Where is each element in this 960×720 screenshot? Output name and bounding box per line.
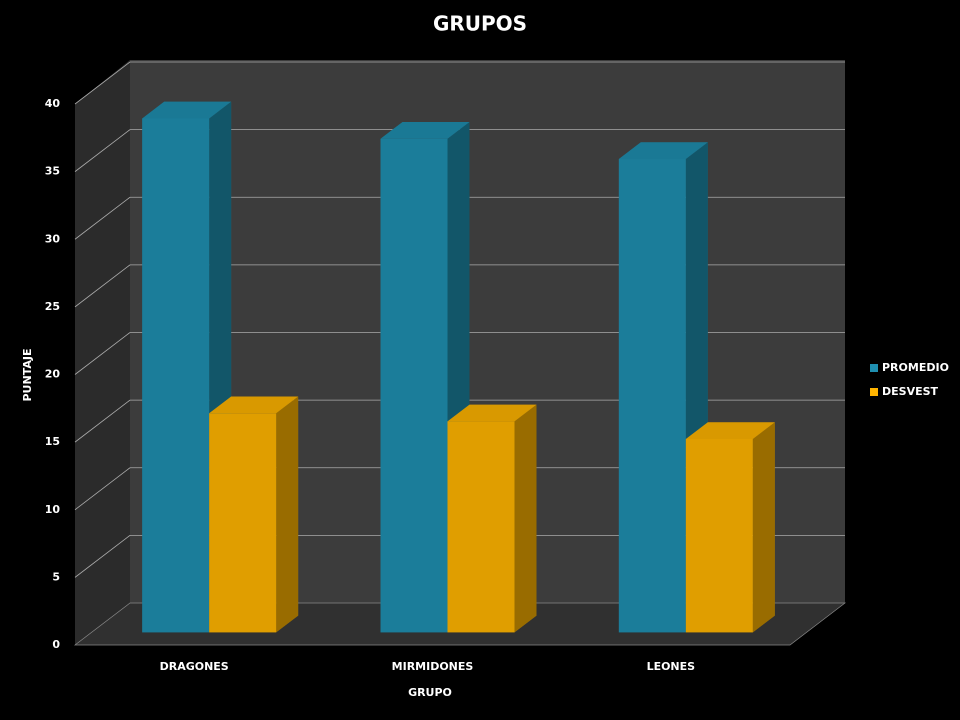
bar-side [276, 396, 299, 633]
bar-gloss [685, 438, 753, 633]
side-wall [75, 60, 130, 645]
legend-swatch [870, 364, 878, 372]
grid-line-side [74, 467, 131, 511]
bar-top [447, 404, 537, 422]
y-tick-label: 20 [45, 368, 61, 381]
bar-top-shade [618, 142, 708, 160]
y-tick-label: 0 [52, 638, 60, 651]
bar-gloss [380, 138, 448, 633]
x-tick-label: DRAGONES [160, 660, 229, 673]
y-tick-label: 35 [45, 165, 60, 178]
y-tick-label: 25 [45, 300, 60, 313]
legend-label: DESVEST [882, 385, 939, 398]
bar-gloss [209, 413, 277, 633]
chart-title: GRUPOS [433, 12, 527, 36]
legend-label: PROMEDIO [882, 361, 949, 374]
y-tick-label: 5 [52, 570, 60, 583]
bar-side-shade [514, 404, 537, 633]
bar-side [514, 404, 537, 633]
y-axis-title: PUNTAJE [21, 349, 34, 402]
bar-top [380, 121, 470, 139]
bar [447, 421, 515, 633]
bar-gloss [618, 159, 686, 633]
bar-top-shade [142, 101, 232, 119]
grid-line-side [74, 399, 131, 443]
bar-side-shade [752, 422, 775, 633]
grid-line-side [74, 264, 131, 308]
y-tick-label: 15 [45, 435, 60, 448]
bar-top-shade [380, 121, 470, 139]
x-tick-label: LEONES [647, 660, 696, 673]
grid-line-side [74, 332, 131, 375]
grid-line-side [74, 535, 131, 578]
bar-side [752, 422, 775, 633]
bar [618, 159, 686, 633]
bar [685, 438, 753, 633]
bar [380, 138, 448, 633]
bar-top-shade [685, 422, 775, 439]
legend-swatch [870, 388, 878, 396]
grid-line-side [74, 61, 131, 105]
x-tick-label: MIRMIDONES [392, 660, 474, 673]
bar-gloss [142, 118, 210, 633]
bar [209, 413, 277, 633]
grid-line-side [74, 129, 131, 172]
grid-line-side [74, 196, 131, 240]
bar-top [618, 142, 708, 160]
bar [142, 118, 210, 633]
bar-top [685, 422, 775, 439]
x-axis-title: GRUPO [408, 686, 452, 699]
y-tick-label: 40 [45, 97, 61, 110]
y-tick-label: 10 [45, 503, 61, 516]
bar-top [142, 101, 232, 119]
y-tick-label: 30 [45, 232, 61, 245]
bar-gloss [447, 421, 515, 633]
bar-top [209, 396, 299, 414]
bar-top-shade [209, 396, 299, 414]
bar-top-shade [447, 404, 537, 422]
bar-side-shade [276, 396, 299, 633]
